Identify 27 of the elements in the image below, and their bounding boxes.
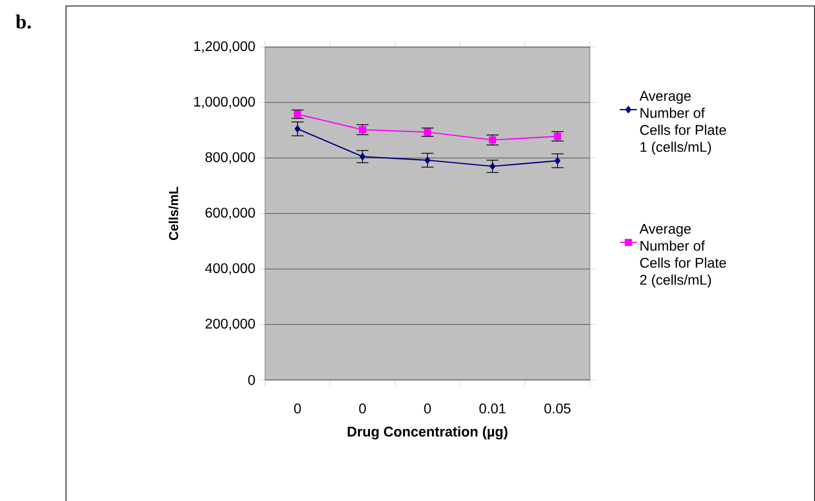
y-tick-label: 800,000: [205, 152, 255, 164]
point: [294, 125, 300, 132]
point: [554, 132, 562, 140]
point: [360, 153, 366, 160]
y-tick-label: 600,000: [206, 208, 255, 220]
text: b.: [16, 14, 31, 29]
x-axis-title: Drug Concentration (µg): [348, 426, 508, 440]
legend-label: Average Number of Cells for Plate 2 (cells/mL): [639, 224, 726, 288]
legend-label: Average Number of Cells for Plate 1 (cells/mL): [639, 91, 726, 155]
x-tick-label: 0: [294, 404, 301, 414]
x-tick-label: 0.05: [544, 404, 571, 414]
y-axis-title: Cells/mL: [168, 186, 178, 240]
x-tick-label: 0: [359, 404, 366, 414]
y-tick-label: 200,000: [206, 318, 255, 330]
point: [294, 110, 302, 118]
point: [488, 136, 496, 144]
point: [424, 128, 432, 136]
point: [490, 162, 496, 170]
y-tick-label: 0: [248, 375, 255, 385]
y-tick-label: 1,200,000: [194, 41, 255, 53]
point: [424, 156, 430, 164]
x-tick-label: 0: [424, 404, 431, 414]
x-tick-label: 0.01: [479, 404, 506, 414]
point: [358, 126, 366, 134]
y-tick-label: 400,000: [205, 263, 255, 275]
point: [554, 157, 560, 164]
y-tick-label: 1,000,000: [194, 96, 255, 108]
